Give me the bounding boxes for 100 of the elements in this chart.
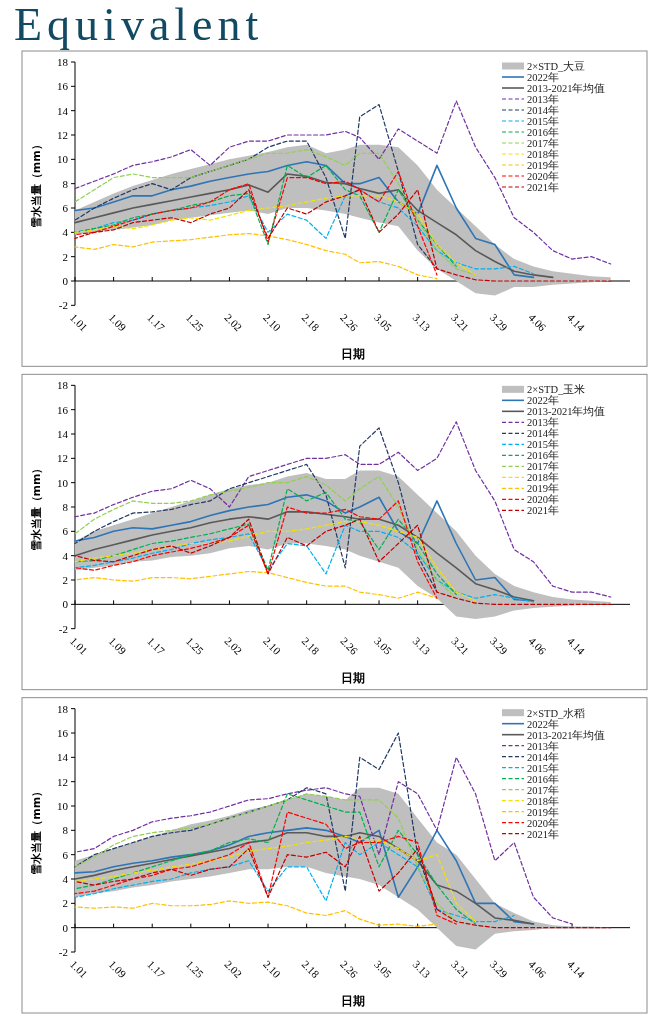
annotation: 2×STD_大豆 — [527, 60, 586, 72]
annotation: 2×STD_玉米 — [527, 383, 586, 396]
x-tick-label: 2.10 — [260, 311, 284, 334]
x-tick-label: 2.02 — [222, 957, 245, 981]
y-tick-label: 16 — [57, 727, 69, 739]
x-tick-label: 3.29 — [487, 634, 511, 658]
x-tick-label: 2.26 — [338, 957, 361, 981]
x-tick-label: 3.21 — [449, 957, 472, 981]
y-tick-label: 0 — [62, 275, 69, 287]
x-tick-label: 2.02 — [222, 634, 245, 657]
y-tick-label: 8 — [62, 177, 69, 190]
y-tick-label: 12 — [57, 452, 68, 465]
legend-label: 2018年 — [527, 795, 559, 807]
x-tick-label: 4.14 — [565, 311, 588, 334]
x-tick-label: 3.05 — [371, 634, 395, 658]
x-tick-label: 2.18 — [299, 311, 323, 334]
legend-label: 2018年 — [527, 149, 559, 160]
y-tick-label: 0 — [62, 921, 69, 934]
legend-label: 2013-2021年均值 — [527, 83, 606, 94]
legend-label: 2019年 — [527, 483, 559, 495]
y-tick-label: -2 — [58, 299, 68, 312]
legend-label: 2022年 — [527, 395, 559, 407]
legend-label: 2013-2021年均值 — [527, 406, 606, 418]
legend-label: 2020年 — [527, 171, 559, 182]
x-tick-label: 1.01 — [67, 634, 91, 657]
y-tick-label: -2 — [58, 622, 68, 635]
x-tick-label: 3.29 — [487, 957, 511, 981]
legend-label: 2015年 — [527, 439, 559, 451]
legend-label: 2014年 — [527, 428, 559, 440]
chart-title: Equivalent — [14, 0, 264, 50]
x-tick-label: 1.25 — [183, 634, 207, 658]
x-tick-label: 2.18 — [299, 634, 323, 658]
legend-label: 2013-2021年均值 — [527, 729, 606, 741]
x-tick-label: 3.05 — [371, 957, 395, 981]
x-tick-label: 3.21 — [449, 311, 472, 334]
y-tick-label: 18 — [57, 379, 69, 392]
legend-label: 2022年 — [527, 718, 559, 730]
y-tick-label: 12 — [57, 129, 68, 141]
x-tick-label: 2.02 — [222, 311, 245, 334]
x-axis-title: 日期 — [340, 347, 365, 362]
legend-label: 2017年 — [527, 461, 559, 473]
x-tick-label: 4.06 — [526, 634, 549, 658]
legend-label: 2015年 — [527, 762, 559, 774]
x-tick-label: 1.09 — [106, 634, 130, 658]
x-tick-label: 1.09 — [106, 957, 130, 981]
x-tick-label: 2.26 — [338, 634, 361, 658]
y-tick-label: 8 — [62, 824, 69, 837]
legend-label: 2014年 — [527, 105, 559, 116]
x-tick-label: 1.09 — [106, 311, 130, 334]
y-tick-label: 14 — [57, 104, 69, 117]
x-tick-label: 1.17 — [145, 957, 168, 981]
annotation: 2×STD_水稻 — [527, 706, 586, 719]
y-axis-title: 雪水当量（mm） — [30, 462, 43, 552]
x-tick-label: 4.06 — [526, 311, 549, 334]
legend-label: 2020年 — [527, 817, 559, 829]
x-axis-title: 日期 — [340, 994, 365, 1008]
legend-label: 2021年 — [527, 182, 559, 193]
legend-label: 2017年 — [527, 138, 559, 149]
y-tick-label: 2 — [62, 574, 68, 586]
legend-label: 2013年 — [527, 740, 559, 752]
y-tick-label: 16 — [57, 403, 69, 416]
x-tick-label: 2.26 — [338, 311, 361, 334]
legend-label: 2016年 — [527, 773, 559, 785]
x-tick-label: 4.14 — [565, 634, 588, 658]
y-tick-label: 2 — [62, 250, 68, 263]
y-tick-label: 10 — [57, 476, 69, 489]
legend-label: 2014年 — [527, 751, 559, 763]
x-tick-label: 2.10 — [260, 957, 284, 981]
x-axis-title: 日期 — [340, 670, 365, 685]
y-tick-label: 18 — [57, 56, 69, 68]
x-tick-label: 3.29 — [487, 311, 511, 334]
y-tick-label: 10 — [57, 153, 69, 166]
y-tick-label: 14 — [57, 751, 69, 764]
x-tick-label: 2.18 — [299, 957, 323, 981]
legend-label: 2013年 — [527, 94, 559, 105]
legend-label: 2018年 — [527, 472, 559, 484]
legend-label: 2016年 — [527, 450, 559, 462]
y-tick-label: 14 — [57, 428, 69, 440]
y-tick-label: 4 — [62, 226, 69, 239]
y-tick-label: 4 — [62, 873, 69, 885]
legend-label: 2019年 — [527, 806, 559, 818]
y-tick-label: 2 — [62, 897, 68, 910]
x-tick-label: 1.17 — [145, 311, 168, 334]
x-tick-label: 3.13 — [410, 957, 434, 981]
y-tick-label: 18 — [57, 702, 69, 715]
y-tick-label: 10 — [57, 800, 69, 812]
y-tick-label: 8 — [62, 501, 69, 513]
y-tick-label: 6 — [62, 848, 69, 861]
x-tick-label: 1.25 — [183, 311, 207, 334]
x-tick-label: 3.21 — [449, 634, 472, 657]
legend-label: 2013年 — [527, 417, 559, 429]
x-tick-label: 3.13 — [410, 311, 434, 334]
x-tick-label: 4.06 — [526, 957, 549, 981]
x-tick-label: 1.01 — [67, 311, 91, 334]
y-tick-label: 4 — [62, 549, 69, 562]
x-tick-label: 4.14 — [565, 957, 588, 981]
legend-label: 2017年 — [527, 784, 559, 796]
y-tick-label: 6 — [62, 525, 69, 538]
x-tick-label: 3.13 — [410, 634, 434, 658]
y-tick-label: 0 — [62, 598, 69, 611]
